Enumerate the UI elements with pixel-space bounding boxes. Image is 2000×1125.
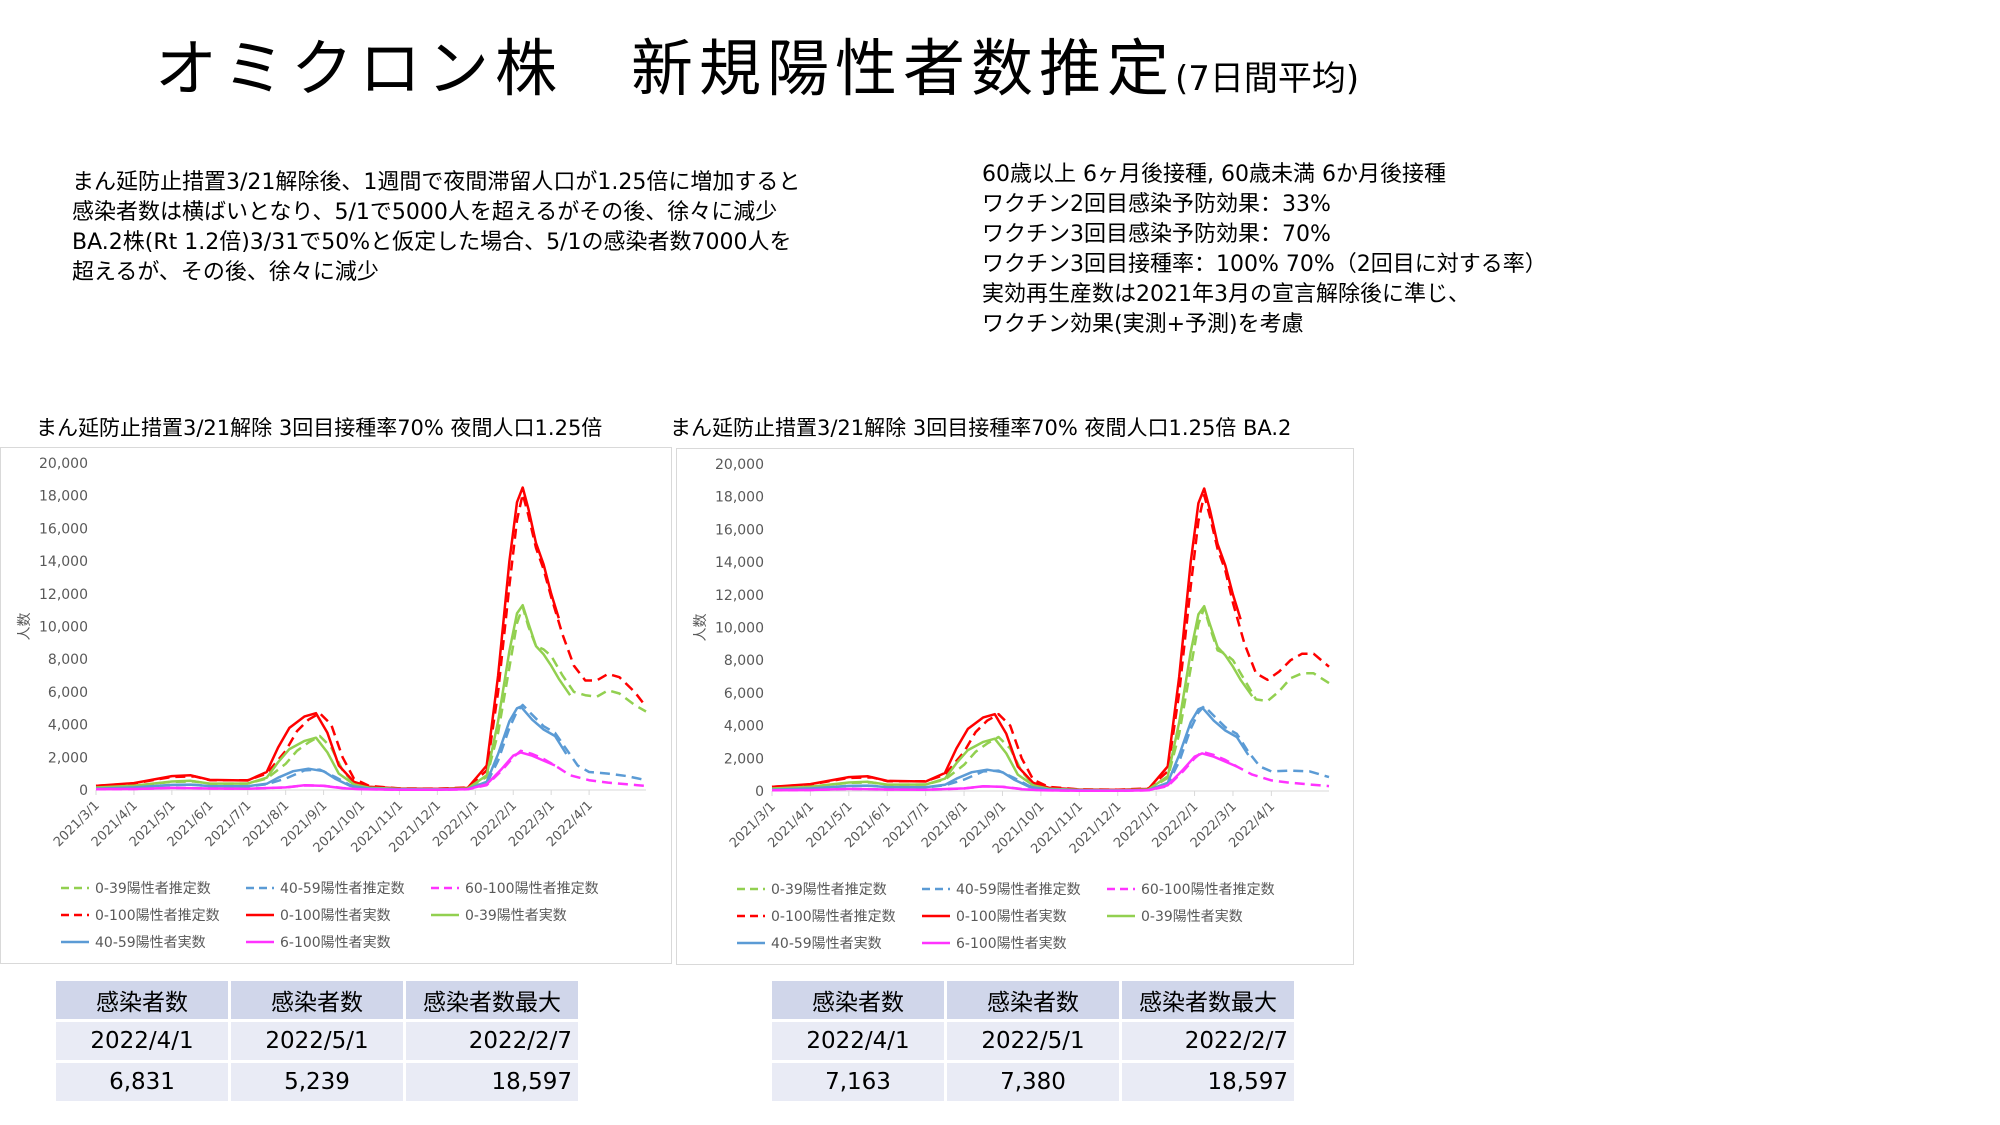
series-line-act_40_59 — [771, 706, 1250, 792]
y-tick-label: 16,000 — [39, 521, 88, 537]
legend-entry: 60-100陽性者推定数 — [1141, 882, 1275, 898]
legend-entry: 40-59陽性者実数 — [771, 936, 882, 952]
y-tick-label: 6,000 — [48, 685, 88, 701]
table-header-cell: 感染者数 — [56, 981, 228, 1019]
series-line-act_60_100 — [95, 751, 556, 792]
y-tick-label: 0 — [755, 784, 764, 800]
legend-entry: 0-100陽性者推定数 — [771, 909, 896, 925]
series-line-act_60_100 — [771, 752, 1238, 793]
y-axis-label: 人数 — [17, 613, 33, 641]
y-tick-label: 16,000 — [715, 522, 764, 538]
table-header-cell: 感染者数 — [772, 981, 944, 1019]
series-line-est_0_100 — [95, 492, 647, 790]
legend-entry: 0-39陽性者実数 — [465, 908, 567, 924]
legend-entry: 6-100陽性者実数 — [956, 936, 1067, 952]
y-tick-label: 20,000 — [715, 457, 764, 473]
table-header-cell: 感染者数 — [947, 981, 1119, 1019]
legend-entry: 0-39陽性者実数 — [1141, 909, 1243, 925]
y-tick-label: 8,000 — [48, 652, 88, 668]
chart-2-panel: 0 2,000 4,000 6,000 8,000 10,000 12,000 14,000 1… — [676, 448, 1354, 965]
table-header-cell: 感染者数 — [231, 981, 403, 1019]
legend-entry: 6-100陽性者実数 — [280, 935, 391, 951]
table-cell-value: 18,597 — [1122, 1063, 1294, 1101]
y-tick-label: 4,000 — [724, 719, 764, 735]
table-row: 6,831 5,239 18,597 — [56, 1063, 578, 1101]
legend-entry: 0-100陽性者実数 — [956, 909, 1067, 925]
table-cell-date: 2022/5/1 — [231, 1022, 403, 1060]
table-row: 2022/4/1 2022/5/1 2022/2/7 — [56, 1022, 578, 1060]
legend-entry: 0-100陽性者推定数 — [95, 908, 220, 924]
legend-entry: 0-39陽性者推定数 — [771, 882, 887, 898]
y-tick-label: 14,000 — [715, 555, 764, 571]
chart-2-svg: 0 2,000 4,000 6,000 8,000 10,000 12,000 14,000 1… — [693, 457, 1330, 952]
y-tick-label: 10,000 — [39, 620, 88, 636]
table-cell-value: 5,239 — [231, 1063, 403, 1101]
slide-title-sub: (7日間平均) — [1175, 59, 1360, 99]
legend-entry: 40-59陽性者推定数 — [956, 882, 1081, 898]
table-header-row: 感染者数 感染者数 感染者数最大 — [56, 981, 578, 1019]
table-cell-value: 18,597 — [406, 1063, 578, 1101]
y-tick-label: 0 — [79, 783, 88, 799]
chart-1-title: まん延防止措置3/21解除 3回目接種率70% 夜間人口1.25倍 — [36, 416, 603, 440]
slide-title-main: オミクロン株 新規陽性者数推定 — [155, 32, 1176, 105]
table-cell-date: 2022/2/7 — [406, 1022, 578, 1060]
chart-1-svg: 0 2,000 4,000 6,000 8,000 10,000 12,000 14,000 1… — [17, 456, 647, 951]
slide-title: オミクロン株 新規陽性者数推定(7日間平均) — [155, 18, 1359, 108]
y-tick-label: 12,000 — [39, 587, 88, 603]
table-header-row: 感染者数 感染者数 感染者数最大 — [772, 981, 1294, 1019]
assumptions-note: 60歳以上 6ヶ月後接種, 60歳未満 6か月後接種 ワクチン2回目感染予防効果… — [982, 162, 1547, 337]
table-row: 2022/4/1 2022/5/1 2022/2/7 — [772, 1022, 1294, 1060]
series-line-act_0_100 — [95, 486, 560, 791]
y-tick-label: 6,000 — [724, 686, 764, 702]
table-cell-date: 2022/5/1 — [947, 1022, 1119, 1060]
stats-table-1: 感染者数 感染者数 感染者数最大 2022/4/1 2022/5/1 2022/… — [53, 978, 581, 1104]
stats-table-2: 感染者数 感染者数 感染者数最大 2022/4/1 2022/5/1 2022/… — [769, 978, 1297, 1104]
table-header-cell: 感染者数最大 — [1122, 981, 1294, 1019]
legend-entry: 40-59陽性者実数 — [95, 935, 206, 951]
table-row: 7,163 7,380 18,597 — [772, 1063, 1294, 1101]
scenario-note: まん延防止措置3/21解除後、1週間で夜間滞留人口が1.25倍に増加すると 感染… — [72, 170, 801, 285]
table-cell-date: 2022/2/7 — [1122, 1022, 1294, 1060]
series-line-est_0_39 — [771, 606, 1330, 792]
table-cell-value: 6,831 — [56, 1063, 228, 1101]
y-tick-label: 18,000 — [39, 489, 88, 505]
y-tick-label: 20,000 — [39, 456, 88, 472]
y-axis-label: 人数 — [693, 614, 709, 642]
table-cell-value: 7,163 — [772, 1063, 944, 1101]
y-tick-label: 18,000 — [715, 490, 764, 506]
y-tick-label: 10,000 — [715, 621, 764, 637]
legend-entry: 0-39陽性者推定数 — [95, 881, 211, 897]
series-line-act_0_100 — [771, 487, 1242, 792]
table-cell-date: 2022/4/1 — [772, 1022, 944, 1060]
series-line-est_0_39 — [95, 605, 647, 791]
y-tick-label: 14,000 — [39, 554, 88, 570]
y-tick-label: 12,000 — [715, 588, 764, 604]
y-tick-label: 2,000 — [724, 751, 764, 767]
chart-2-title: まん延防止措置3/21解除 3回目接種率70% 夜間人口1.25倍 BA.2 — [670, 416, 1292, 440]
table-cell-date: 2022/4/1 — [56, 1022, 228, 1060]
legend-entry: 60-100陽性者推定数 — [465, 881, 599, 897]
y-tick-label: 2,000 — [48, 750, 88, 766]
series-line-act_0_39 — [771, 604, 1254, 792]
chart-1-panel: 0 2,000 4,000 6,000 8,000 10,000 12,000 14,000 1… — [0, 447, 672, 964]
y-tick-label: 8,000 — [724, 653, 764, 669]
legend-entry: 40-59陽性者推定数 — [280, 881, 405, 897]
table-header-cell: 感染者数最大 — [406, 981, 578, 1019]
y-tick-label: 4,000 — [48, 718, 88, 734]
series-line-act_40_59 — [95, 705, 568, 791]
legend-entry: 0-100陽性者実数 — [280, 908, 391, 924]
table-cell-value: 7,380 — [947, 1063, 1119, 1101]
